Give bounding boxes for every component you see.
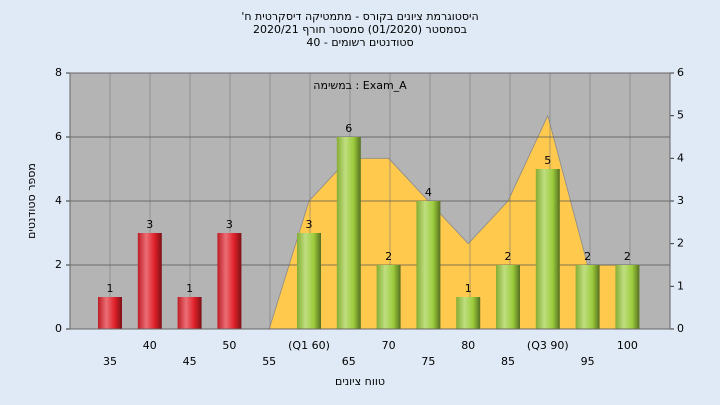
y2-tick-label: 5: [677, 109, 684, 122]
y2-tick-label: 6: [677, 66, 684, 79]
x-tick-label: 45: [183, 355, 197, 368]
plot-border: [69, 72, 671, 330]
x-tick-label: 100: [617, 339, 638, 352]
y-tick-label: 2: [55, 258, 62, 271]
x-tick-label: 80: [461, 339, 475, 352]
y2-tick-label: 2: [677, 237, 684, 250]
value-label: 2: [385, 250, 392, 263]
y-axis-label: מספר סטודנטים: [25, 163, 38, 239]
value-label: 3: [226, 218, 233, 231]
bar: [376, 265, 401, 329]
value-label: 1: [107, 282, 114, 295]
bar: [137, 233, 162, 329]
bar: [98, 297, 122, 329]
y2-tick-label: 3: [677, 194, 684, 207]
value-label: 1: [465, 282, 472, 295]
bar: [336, 137, 361, 329]
bar: [177, 297, 202, 329]
bar: [297, 233, 321, 329]
value-label: 3: [306, 218, 313, 231]
x-axis-label: טווח ציונים: [335, 375, 385, 388]
x-tick-label: 75: [421, 355, 435, 368]
y-tick-label: 0: [55, 322, 62, 335]
title-line: היסטוגרמת ציונים בקורס - מתמטיקה דיסקרטי…: [241, 10, 478, 23]
y-tick-label: 4: [55, 194, 62, 207]
x-tick-label: (Q3 90): [527, 339, 569, 352]
value-label: 2: [584, 250, 591, 263]
x-tick-label: 95: [581, 355, 595, 368]
y-tick-label: 8: [55, 66, 62, 79]
x-tick-label: (Q1 60): [288, 339, 330, 352]
x-tick-label: 65: [342, 355, 356, 368]
value-label: 6: [345, 122, 352, 135]
annotation: במשימה : Exam_A: [313, 79, 407, 92]
y2-tick-label: 0: [677, 322, 684, 335]
bar: [615, 265, 640, 329]
x-tick-label: 55: [262, 355, 276, 368]
value-label: 1: [186, 282, 193, 295]
x-tick-label: 35: [103, 355, 117, 368]
value-label: 5: [544, 154, 551, 167]
y-tick-label: 6: [55, 130, 62, 143]
x-tick-label: 50: [222, 339, 236, 352]
y2-tick-label: 4: [677, 151, 684, 164]
bar: [416, 201, 441, 329]
y2-tick-label: 1: [677, 279, 684, 292]
title-line: סטודנטים רשומים - 40: [306, 36, 413, 49]
x-tick-label: 70: [382, 339, 396, 352]
title-line: בסמסטר (01/2020) סמסטר חורף 2020/21: [253, 23, 467, 36]
bar: [535, 169, 560, 329]
x-tick-label: 85: [501, 355, 515, 368]
bar: [217, 233, 242, 329]
value-label: 2: [505, 250, 512, 263]
bar: [575, 265, 600, 329]
x-tick-label: 40: [143, 339, 157, 352]
value-label: 3: [146, 218, 153, 231]
value-label: 4: [425, 186, 432, 199]
bar: [496, 265, 520, 329]
value-label: 2: [624, 250, 631, 263]
bar: [456, 297, 481, 329]
